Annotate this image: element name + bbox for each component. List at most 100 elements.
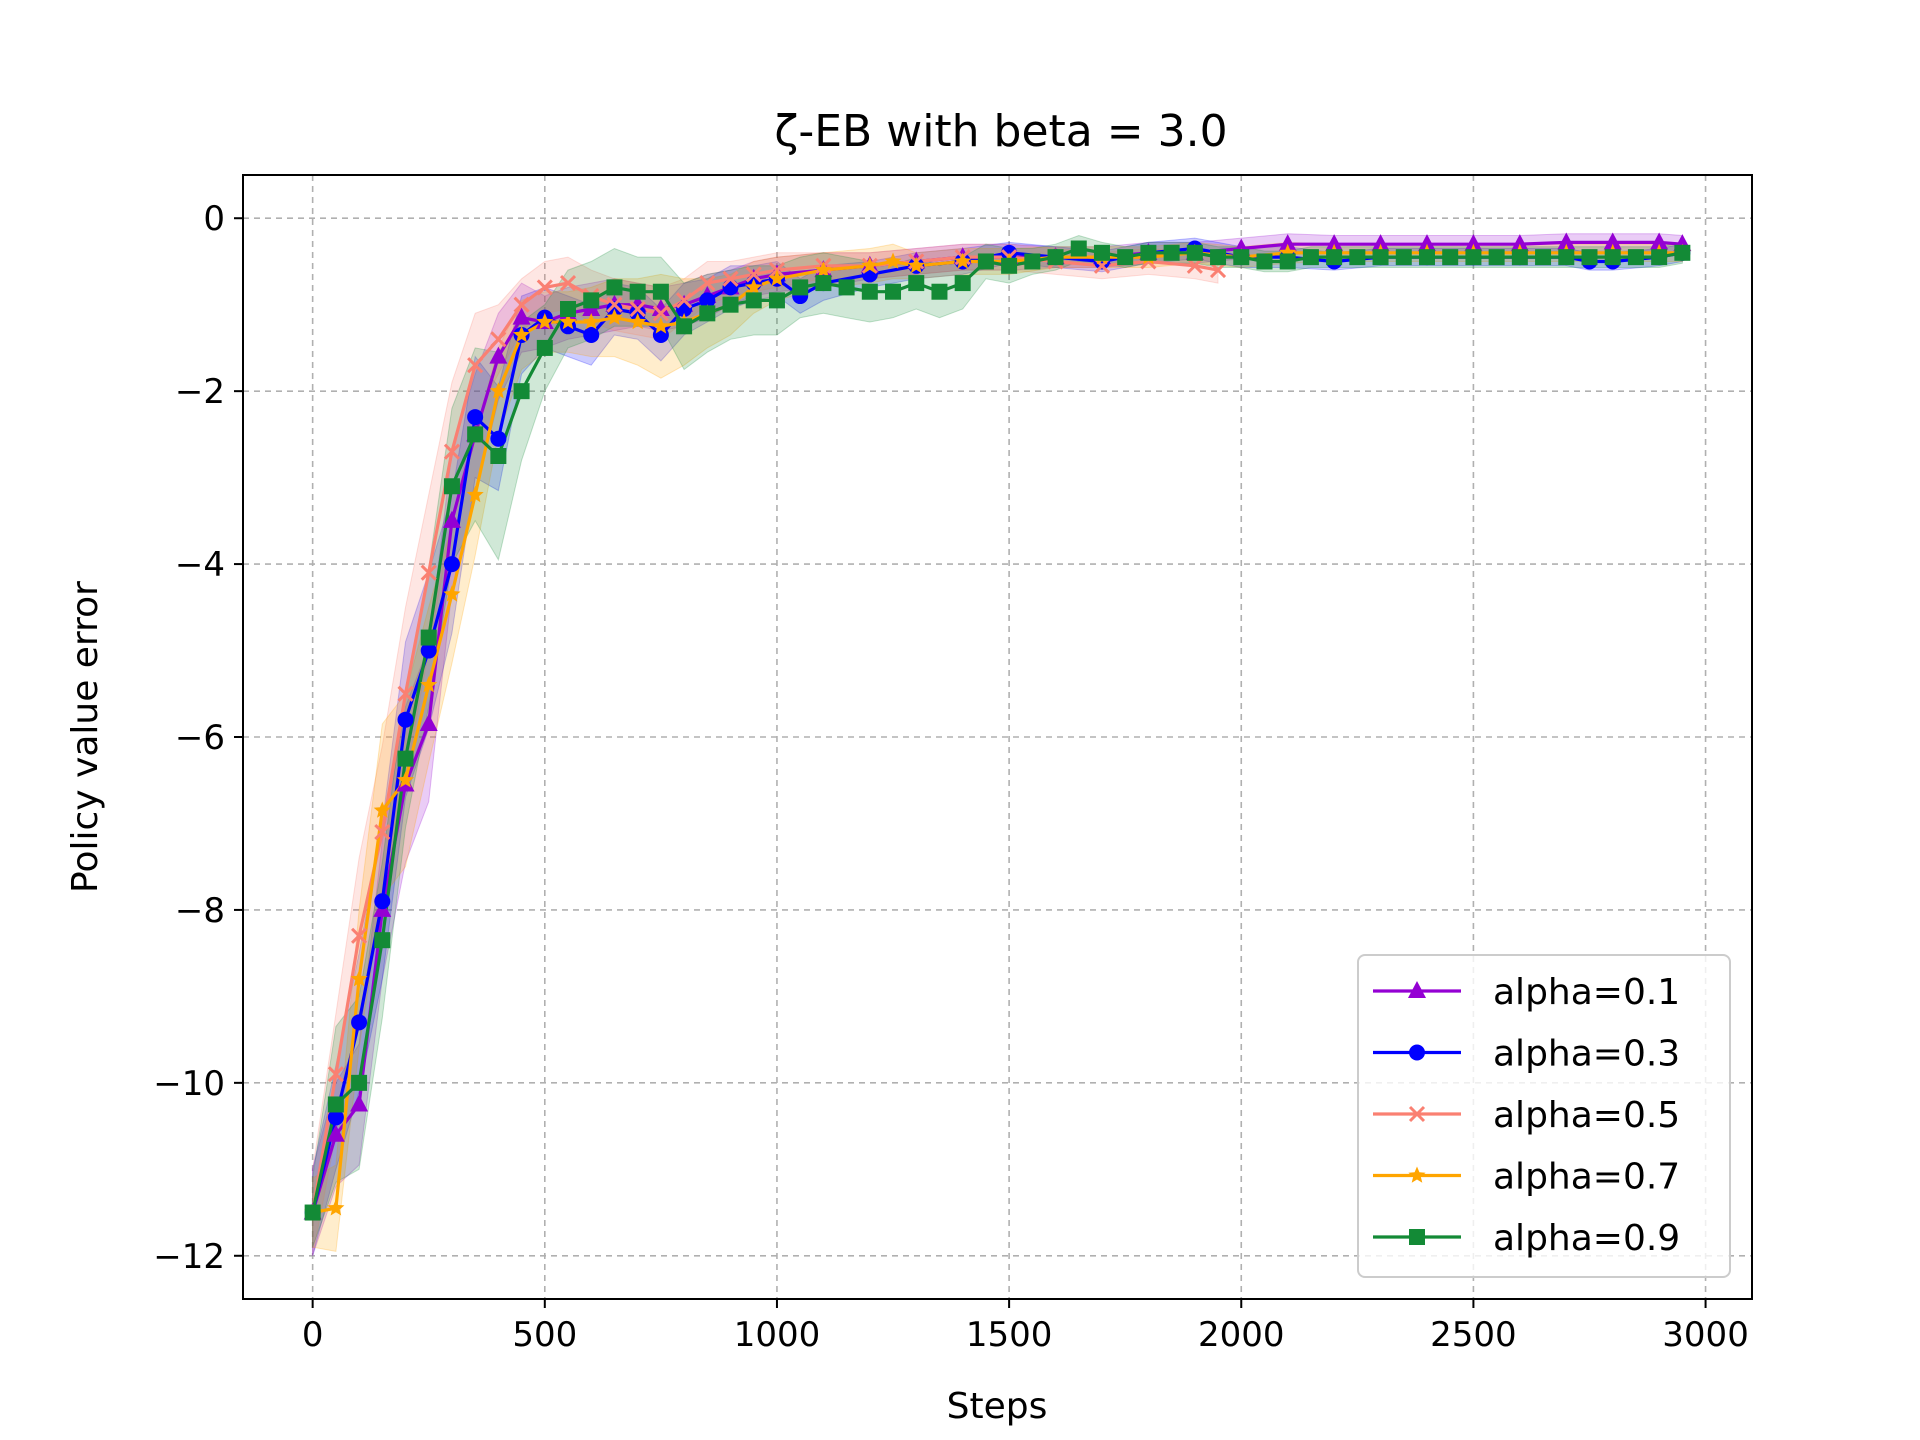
data-point — [629, 313, 647, 330]
data-point — [1302, 249, 1319, 266]
legend-label: alpha=0.1 — [1493, 972, 1680, 1013]
axes: 0 500 1000 1500 2000 2500 3000 0 −2 −4 −6 −8 −10 −12 — [153, 199, 1749, 1355]
data-point — [1186, 244, 1203, 261]
series-band-4 — [312, 241, 1683, 1252]
data-point — [490, 448, 507, 464]
data-point — [885, 283, 902, 300]
data-point — [536, 339, 553, 356]
data-point — [1464, 234, 1483, 252]
x-tick-label: 1000 — [734, 1315, 821, 1355]
data-point — [1278, 234, 1297, 252]
data-point — [861, 256, 879, 274]
data-point — [536, 279, 553, 296]
data-point — [629, 300, 646, 318]
data-point — [513, 296, 530, 313]
data-point — [954, 252, 972, 269]
data-point — [629, 283, 646, 300]
x-tick-label: 500 — [512, 1315, 577, 1355]
data-point — [1186, 257, 1203, 274]
data-point — [815, 275, 832, 292]
data-point — [583, 326, 600, 343]
legend-marker — [1408, 981, 1426, 998]
data-point — [327, 1066, 344, 1083]
data-point — [768, 292, 785, 309]
data-point — [397, 711, 414, 728]
data-point — [420, 629, 437, 646]
data-point — [768, 269, 786, 286]
data-point — [1001, 257, 1018, 274]
legend-label: alpha=0.7 — [1493, 1157, 1680, 1198]
data-point — [1279, 243, 1297, 261]
data-point — [651, 299, 670, 317]
data-point — [373, 801, 391, 818]
chart-title: ζ-EB with beta = 3.0 — [774, 106, 1227, 157]
data-point — [443, 443, 460, 460]
data-point — [1395, 249, 1412, 266]
data-point — [1558, 249, 1575, 266]
data-point — [931, 283, 948, 300]
data-point — [838, 279, 855, 296]
x-tick-label: 3000 — [1662, 1315, 1749, 1355]
data-point — [1651, 249, 1668, 266]
data-point — [908, 275, 925, 292]
data-point — [420, 564, 437, 581]
legend-marker — [1409, 1229, 1425, 1245]
data-point — [676, 318, 693, 335]
data-point — [1024, 253, 1041, 270]
data-point — [560, 301, 577, 318]
y-tick-label: −10 — [153, 1064, 225, 1104]
data-point — [397, 685, 414, 702]
y-tick-label: −2 — [175, 372, 225, 412]
data-point — [351, 1014, 368, 1031]
data-point — [467, 409, 484, 426]
data-point — [1256, 253, 1273, 270]
data-point — [351, 1074, 368, 1091]
data-point — [396, 771, 415, 788]
data-point — [489, 346, 508, 364]
legend-box — [1357, 954, 1731, 1278]
data-point — [1349, 249, 1366, 266]
legend-marker — [1408, 1105, 1426, 1123]
data-point — [1140, 244, 1157, 261]
data-point — [1510, 234, 1529, 252]
data-point — [467, 357, 484, 374]
data-point — [1070, 240, 1087, 257]
data-point — [699, 275, 716, 292]
data-point — [1093, 257, 1111, 274]
data-point — [1117, 249, 1134, 266]
data-point — [1326, 249, 1343, 266]
data-point — [1442, 249, 1459, 266]
legend: alpha=0.1 alpha=0.3 alpha=0.5 alpha=0.7 alph… — [1357, 954, 1731, 1278]
data-point — [884, 252, 902, 269]
data-point — [606, 296, 623, 313]
legend-label: alpha=0.3 — [1493, 1034, 1680, 1075]
data-point — [1581, 249, 1598, 266]
legend-marker — [1409, 1044, 1425, 1061]
data-point — [420, 676, 438, 693]
x-tick-label: 0 — [302, 1315, 324, 1355]
data-point — [326, 1124, 345, 1142]
y-tick-label: −8 — [175, 891, 225, 931]
data-point — [559, 313, 577, 330]
data-point — [1650, 232, 1669, 250]
x-axis-label: Steps — [947, 1386, 1048, 1427]
data-point — [954, 275, 971, 292]
data-point — [443, 478, 460, 495]
data-point — [1511, 249, 1528, 266]
data-point — [722, 296, 739, 313]
data-point — [1603, 232, 1622, 250]
data-point — [1163, 244, 1180, 261]
data-point — [350, 970, 368, 987]
data-point — [374, 824, 391, 841]
data-point — [513, 383, 530, 400]
data-point — [327, 1109, 344, 1126]
data-point — [374, 893, 391, 910]
x-tick-label: 1500 — [966, 1315, 1053, 1355]
data-point — [722, 270, 739, 287]
data-point — [1210, 249, 1227, 266]
data-point — [814, 261, 832, 278]
data-point — [467, 426, 484, 443]
data-point — [1674, 244, 1691, 261]
y-tick-label: −4 — [175, 545, 225, 585]
